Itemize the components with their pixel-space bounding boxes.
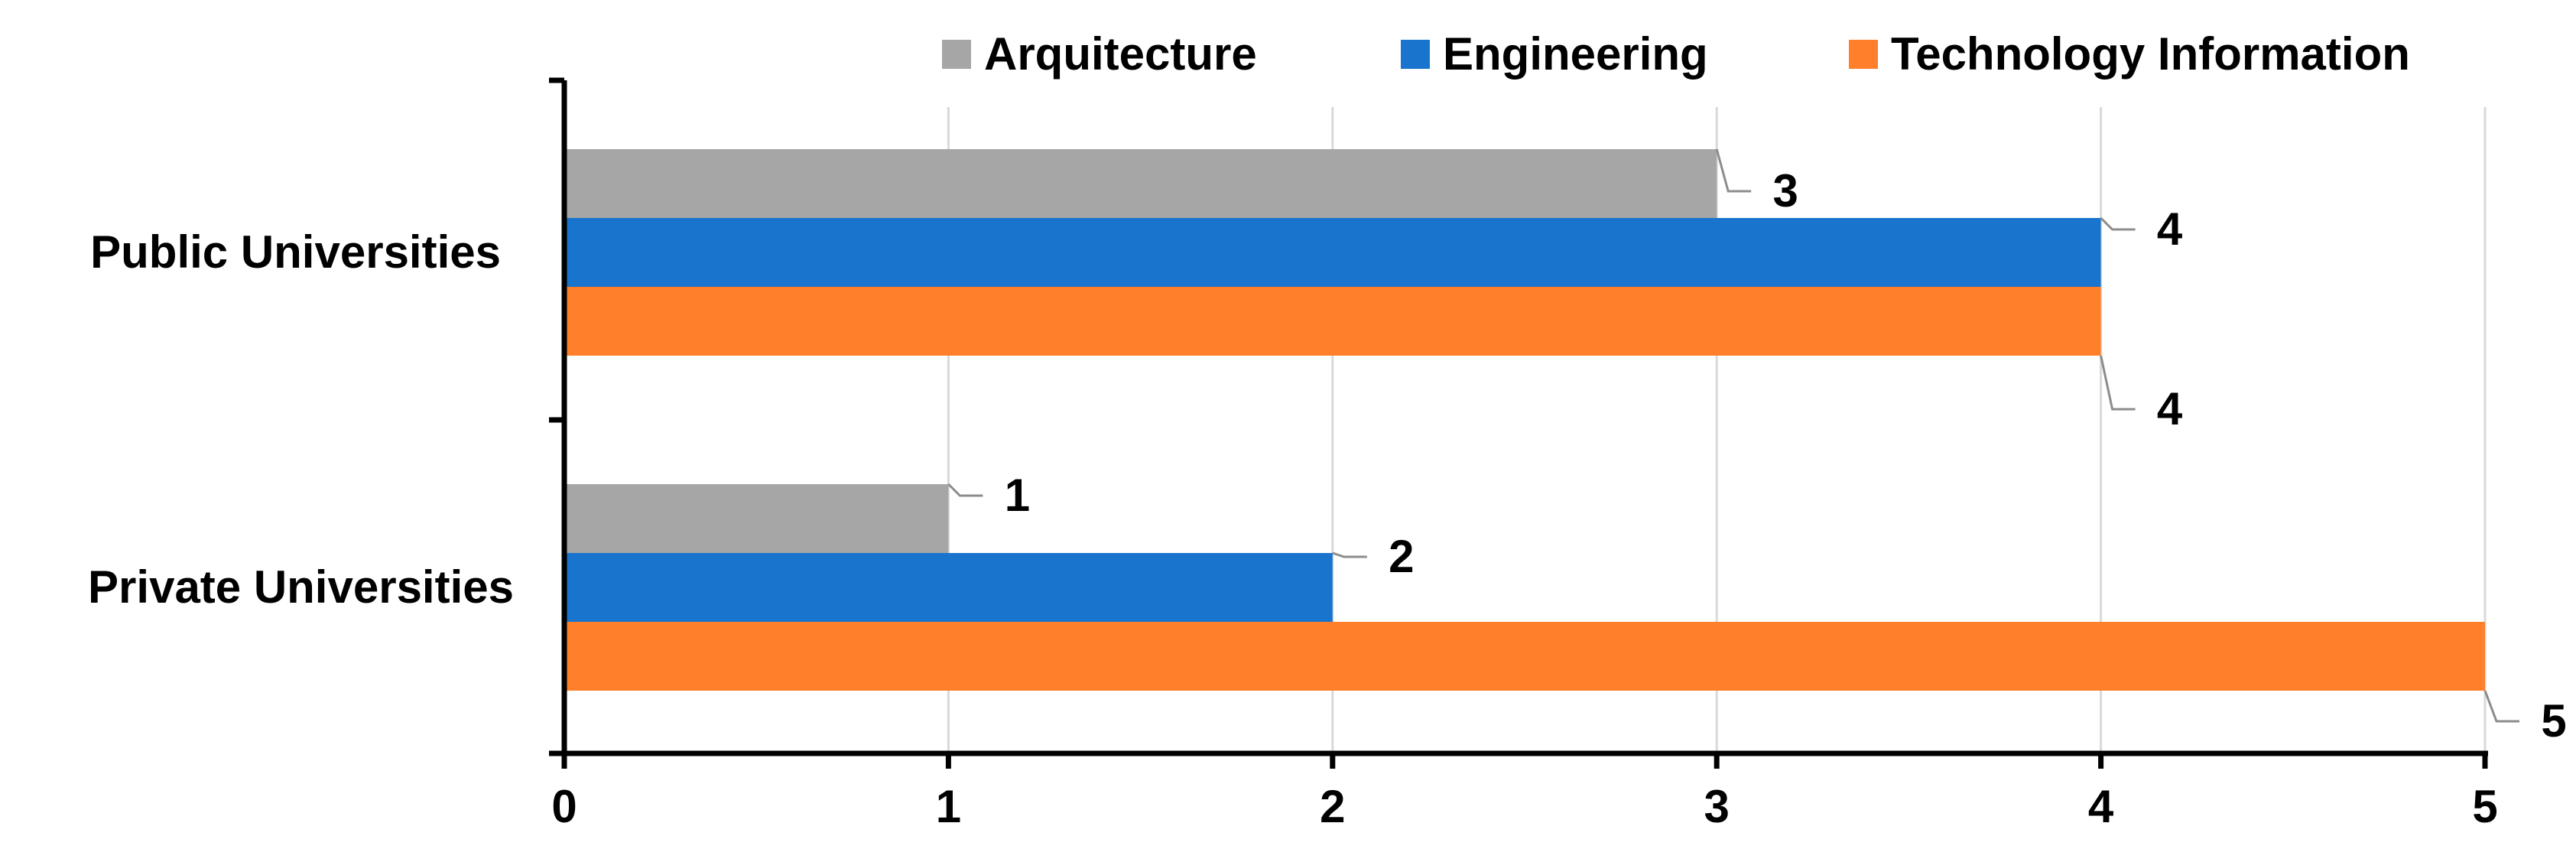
leader-line [2483,690,2519,723]
legend-label-engineering: Engineering [1443,28,1708,80]
axes [549,77,2488,769]
legend-swatch-engineering [1401,40,1430,69]
leader-line [947,483,983,497]
legend-swatch-technology-information [1849,40,1878,69]
leader-line [2100,216,2136,231]
data-label-arquitecture-public-universities: 3 [1773,165,1798,216]
legend: Arquitecture Engineering Technology Inform… [942,28,2410,80]
category-label-private-universities: Private Universities [88,561,514,613]
bar-arquitecture-private-universities [564,484,949,553]
bars [564,149,2485,691]
x-tick-label-5: 5 [2472,781,2497,832]
bar-engineering-public-universities [564,218,2101,287]
data-label-technology-information-public-universities: 4 [2157,383,2183,434]
x-tick-label-3: 3 [1704,781,1730,832]
bar-technology-information-public-universities [564,287,2101,356]
category-label-public-universities: Public Universities [90,226,501,278]
x-tick-label-4: 4 [2088,781,2114,832]
labels: 0 1 2 3 4 5 Public Universities Private Univers… [88,148,2567,832]
legend-swatch-arquitecture [942,40,971,69]
data-label-technology-information-private-universities: 5 [2541,695,2566,747]
legend-label-technology-information: Technology Information [1891,28,2410,80]
x-tick-label-1: 1 [936,781,961,832]
data-label-engineering-public-universities: 4 [2157,203,2183,255]
leader-line [1715,148,1752,193]
x-tick-label-0: 0 [551,781,577,832]
data-label-engineering-private-universities: 2 [1389,531,1414,582]
leader-line [1332,551,1367,558]
bar-technology-information-private-universities [564,622,2485,691]
bar-arquitecture-public-universities [564,149,1717,218]
legend-label-arquitecture: Arquitecture [984,28,1257,80]
leader-line [2100,355,2136,411]
bar-engineering-private-universities [564,553,1333,622]
data-label-arquitecture-private-universities: 1 [1005,470,1030,521]
x-tick-label-2: 2 [1320,781,1345,832]
